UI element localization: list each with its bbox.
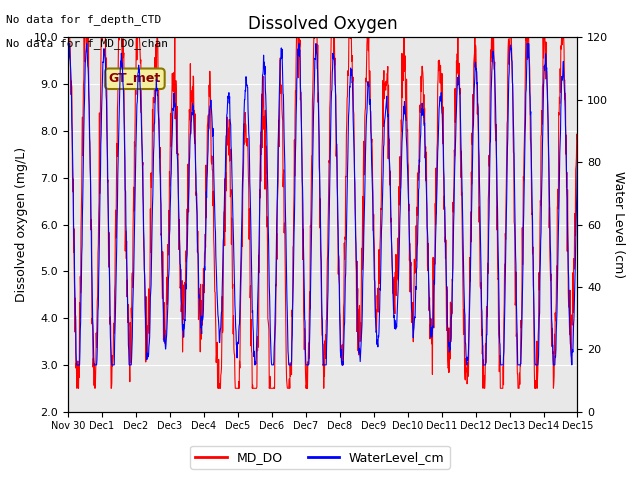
MD_DO xyxy=(485,187,493,193)
WaterLevel_cm xyxy=(485,214,493,219)
WaterLevel_cm xyxy=(265,237,273,243)
MD_DO xyxy=(573,131,581,136)
Line: MD_DO: MD_DO xyxy=(68,37,577,388)
MD_DO xyxy=(264,319,272,324)
MD_DO xyxy=(177,266,184,272)
MD_DO xyxy=(401,65,408,71)
Y-axis label: Dissolved oxygen (mg/L): Dissolved oxygen (mg/L) xyxy=(15,147,28,302)
WaterLevel_cm xyxy=(177,295,185,300)
MD_DO xyxy=(529,251,536,257)
WaterLevel_cm xyxy=(401,105,409,110)
Title: Dissolved Oxygen: Dissolved Oxygen xyxy=(248,15,397,33)
WaterLevel_cm xyxy=(573,156,581,161)
MD_DO xyxy=(276,90,284,96)
WaterLevel_cm xyxy=(529,248,537,253)
MD_DO xyxy=(64,35,72,40)
Legend: MD_DO, WaterLevel_cm: MD_DO, WaterLevel_cm xyxy=(190,446,450,469)
Y-axis label: Water Level (cm): Water Level (cm) xyxy=(612,171,625,278)
WaterLevel_cm xyxy=(65,41,73,47)
Text: No data for f_MD_DO_chan: No data for f_MD_DO_chan xyxy=(6,38,168,49)
Text: No data for f_depth_CTD: No data for f_depth_CTD xyxy=(6,14,162,25)
WaterLevel_cm xyxy=(73,362,81,368)
WaterLevel_cm xyxy=(64,71,72,76)
Line: WaterLevel_cm: WaterLevel_cm xyxy=(68,44,577,365)
WaterLevel_cm xyxy=(277,53,285,59)
Text: GT_met: GT_met xyxy=(109,72,161,85)
MD_DO xyxy=(73,385,81,391)
